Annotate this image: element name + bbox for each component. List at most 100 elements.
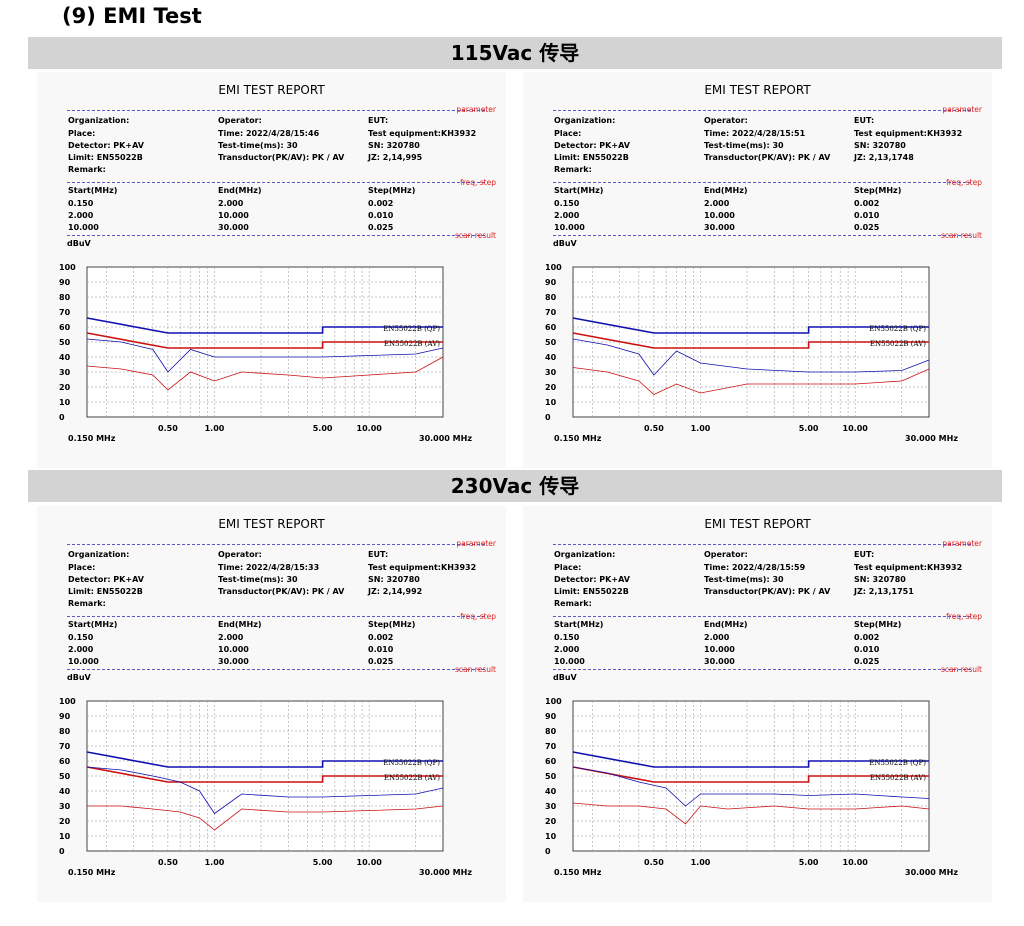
limit-qp-line: [86, 751, 443, 768]
y-tick-label: 10: [59, 398, 71, 407]
y-tick-label: 80: [59, 293, 71, 302]
step-header-cell: Step(MHz): [368, 620, 416, 629]
y-tick-label: 20: [545, 817, 557, 826]
limit-qp-line: [572, 317, 929, 334]
param-col3-row: JZ: 2,13,1751: [854, 587, 914, 596]
param-col1-row: Detector: PK+AV: [554, 575, 630, 584]
step-cell: 0.150: [68, 199, 94, 208]
y-tick-label: 10: [59, 832, 71, 841]
x-tick-label: 0.50: [158, 424, 178, 433]
param-col2-row: Test-time(ms): 30: [218, 141, 298, 150]
step-cell: 10.000: [704, 211, 735, 220]
step-cell: 10.000: [704, 645, 735, 654]
emi-report-3: EMI TEST REPORT parameter Organization: Pla…: [37, 506, 506, 902]
measured-av-trace: [87, 805, 444, 831]
section-label-freq-step: freq, step: [460, 612, 496, 621]
measured-av-trace: [86, 356, 444, 391]
section-label-parameter: parameter: [942, 105, 982, 114]
section-label-parameter: parameter: [942, 539, 982, 548]
y-tick-label: 90: [59, 712, 71, 721]
y-tick-label: 40: [545, 353, 557, 362]
y-tick-label: 50: [545, 338, 557, 347]
step-header-cell: Step(MHz): [854, 620, 902, 629]
param-col1-row: Organization:: [554, 550, 616, 559]
param-col1-row: Detector: PK+AV: [554, 141, 630, 150]
divider-parameter: [553, 110, 971, 111]
y-tick-label: 50: [59, 772, 71, 781]
y-tick-label: 40: [59, 787, 71, 796]
y-tick-label: 80: [59, 727, 71, 736]
param-col2-row: Operator:: [218, 116, 262, 125]
emi-report-2: EMI TEST REPORT parameter Organization: Pla…: [523, 72, 992, 468]
param-col2-row: Operator:: [704, 116, 748, 125]
freq-end-label: 30.000 MHz: [419, 868, 472, 877]
step-header-cell: Start(MHz): [68, 620, 118, 629]
x-tick-label: 10.00: [843, 424, 869, 433]
limit-av-line: [572, 332, 929, 349]
step-cell: 10.000: [68, 223, 99, 232]
y-tick-label: 70: [59, 308, 71, 317]
limit-qp-label: EN55022B (QP): [869, 759, 926, 767]
y-tick-label: 100: [545, 697, 562, 706]
step-cell: 10.000: [218, 211, 249, 220]
y-tick-label: 0: [545, 847, 551, 856]
step-cell: 10.000: [554, 223, 585, 232]
y-tick-label: 100: [59, 697, 76, 706]
y-tick-label: 60: [545, 757, 557, 766]
y-tick-label: 70: [545, 742, 557, 751]
param-col3-row: Test equipment:KH3932: [854, 563, 963, 572]
band-115vac: 115Vac 传导: [28, 37, 1002, 69]
param-col2-row: Transductor(PK/AV): PK / AV: [704, 153, 831, 162]
param-col1-row: Detector: PK+AV: [68, 141, 144, 150]
y-tick-label: 60: [59, 323, 71, 332]
x-tick-label: 1.00: [691, 858, 711, 867]
report-title: EMI TEST REPORT: [218, 517, 325, 531]
freq-start-label: 0.150 MHz: [68, 434, 116, 443]
step-header-cell: End(MHz): [704, 620, 748, 629]
step-cell: 2.000: [704, 199, 730, 208]
report-title: EMI TEST REPORT: [218, 83, 325, 97]
y-unit-label: dBuV: [553, 673, 577, 682]
measured-av-trace: [572, 367, 930, 395]
param-col1-row: Remark:: [554, 599, 592, 608]
emi-report-1: EMI TEST REPORT parameter Organization: Pla…: [37, 72, 506, 468]
param-col1-row: Detector: PK+AV: [68, 575, 144, 584]
param-col2-row: Test-time(ms): 30: [704, 141, 784, 150]
page-title: (9) EMI Test: [62, 4, 202, 28]
param-col2-row: Test-time(ms): 30: [704, 575, 784, 584]
limit-av-label: EN55022B (AV): [384, 340, 440, 348]
emi-chart: 0 10 20 30 40 50 60 70 80 90 100 0.50 1.00 5.00 10.00 E…: [59, 697, 444, 867]
step-cell: 0.002: [368, 199, 394, 208]
step-cell: 2.000: [218, 633, 244, 642]
step-cell: 0.010: [854, 645, 880, 654]
param-col2-row: Time: 2022/4/28/15:46: [218, 129, 320, 138]
x-tick-label: 5.00: [313, 424, 333, 433]
param-col3-row: EUT:: [854, 116, 875, 125]
step-cell: 30.000: [704, 223, 735, 232]
step-cell: 0.025: [368, 657, 394, 666]
param-col2-row: Operator:: [704, 550, 748, 559]
freq-start-label: 0.150 MHz: [68, 868, 116, 877]
step-cell: 2.000: [554, 645, 580, 654]
step-header-cell: End(MHz): [704, 186, 748, 195]
x-tick-label: 1.00: [691, 424, 711, 433]
report-title: EMI TEST REPORT: [704, 517, 811, 531]
limit-qp-label: EN55022B (QP): [383, 759, 440, 767]
limit-qp-label: EN55022B (QP): [383, 325, 440, 333]
section-label-parameter: parameter: [456, 539, 496, 548]
y-unit-label: dBuV: [67, 239, 91, 248]
x-tick-label: 0.50: [644, 858, 664, 867]
param-col2-row: Transductor(PK/AV): PK / AV: [218, 153, 345, 162]
x-tick-label: 0.50: [158, 858, 178, 867]
divider-freq-step: [553, 182, 971, 183]
y-tick-label: 90: [545, 278, 557, 287]
freq-end-label: 30.000 MHz: [905, 434, 958, 443]
section-label-freq-step: freq, step: [460, 178, 496, 187]
param-col3-row: JZ: 2,14,992: [368, 587, 423, 596]
divider-scan-result: [67, 235, 485, 236]
y-tick-label: 30: [59, 368, 71, 377]
y-tick-label: 20: [545, 383, 557, 392]
emi-chart: 0 10 20 30 40 50 60 70 80 90 100 0.50 1.00 5.00 10.00 E…: [545, 697, 930, 867]
param-col1-row: Limit: EN55022B: [68, 587, 143, 596]
step-cell: 2.000: [68, 211, 94, 220]
